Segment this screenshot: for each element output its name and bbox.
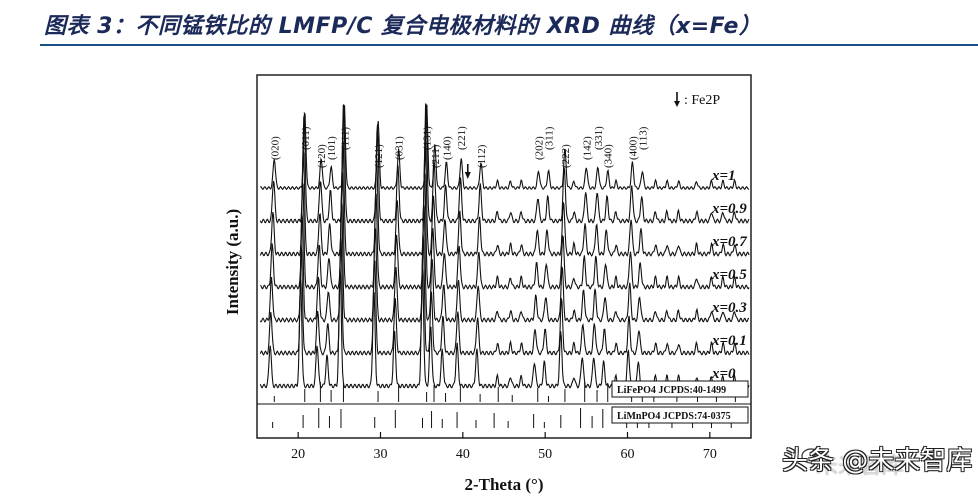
header-rule — [40, 44, 978, 46]
peak-label: (101) — [326, 136, 338, 160]
peak-label: (011) — [300, 126, 312, 150]
y-axis-label: Intensity (a.u.) — [223, 209, 242, 315]
reference-label-box — [611, 380, 749, 398]
reference-label: LiMnPO4 JCPDS:74-0375 — [617, 411, 731, 422]
series-label: x=0.1 — [711, 333, 747, 349]
peak-label: (120) — [316, 144, 328, 168]
xrd-curve-x0 — [259, 265, 750, 389]
x-tick-label: 30 — [374, 447, 388, 462]
peak-label: (211) — [430, 144, 442, 168]
peak-label: (222) — [560, 144, 572, 168]
watermark-faded: 未来智库 — [816, 454, 905, 479]
peak-label: (131) — [422, 126, 434, 150]
x-tick-label: 40 — [456, 447, 470, 462]
peak-label: (400) — [627, 136, 639, 160]
watermark: 头条 @未来智库 — [782, 446, 973, 476]
figure-title: 图表 3：不同锰铁比的 LMFP/C 复合电极材料的 XRD 曲线（x=Fe） — [44, 14, 762, 39]
x-tick-label: 50 — [538, 447, 552, 462]
series-label: x=0.9 — [711, 201, 747, 217]
x-tick-label: 20 — [291, 447, 305, 462]
peak-label: (113) — [637, 126, 649, 150]
reference-label-box — [611, 406, 749, 424]
peak-label: (202) — [534, 136, 546, 160]
peak-label: (142) — [581, 136, 593, 160]
x-tick-label: 60 — [621, 447, 635, 462]
fe2p-arrowhead — [464, 172, 471, 179]
plot-frame — [256, 74, 752, 439]
series-label: x=1 — [711, 168, 736, 184]
series-label: x=0 — [711, 366, 736, 382]
reference-label: LiFePO4 JCPDS:40-1499 — [617, 385, 726, 396]
peak-label: (140) — [441, 136, 453, 160]
legend-text: : Fe2P — [684, 93, 720, 108]
peak-label: (111) — [339, 127, 351, 150]
peak-label: (340) — [603, 144, 615, 168]
wechat-icon — [801, 448, 830, 466]
peak-label: (031) — [394, 136, 406, 160]
series-label: x=0.5 — [711, 267, 747, 283]
x-tick-label: 70 — [703, 447, 717, 462]
peak-label: (121) — [373, 144, 385, 168]
xrd-curve-x05 — [260, 170, 750, 290]
peak-label: (020) — [269, 136, 281, 160]
peak-label: (331) — [593, 126, 605, 150]
series-label: x=0.7 — [711, 234, 747, 250]
series-label: x=0.3 — [711, 300, 747, 316]
peak-label: (112) — [476, 144, 488, 168]
legend-arrowhead — [674, 101, 680, 107]
xrd-curve-x01 — [259, 232, 750, 356]
xrd-curve-x03 — [259, 201, 749, 323]
xrd-curve-x09 — [259, 103, 750, 224]
peak-label: (221) — [456, 126, 468, 150]
figure-header: 图表 3：不同锰铁比的 LMFP/C 复合电极材料的 XRD 曲线（x=Fe） — [0, 0, 978, 46]
peak-label: (311) — [543, 126, 555, 150]
x-axis-label: 2-Theta (°) — [464, 475, 543, 494]
